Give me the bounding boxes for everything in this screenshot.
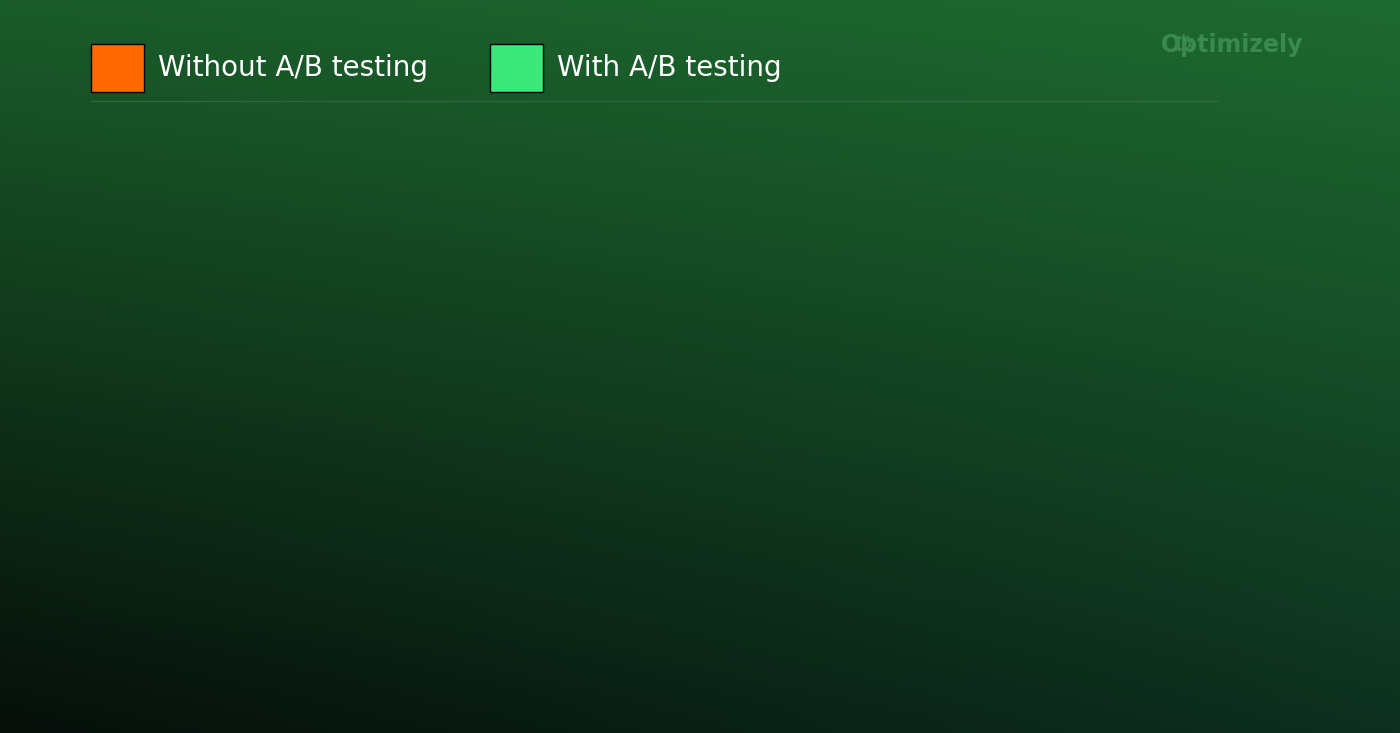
Text: ⚙: ⚙ (1172, 33, 1194, 57)
Text: Without A/B testing: Without A/B testing (158, 54, 428, 82)
Text: Optimizely: Optimizely (1161, 33, 1303, 57)
Text: 228%: 228% (1263, 295, 1400, 347)
Text: With A/B testing: With A/B testing (557, 54, 781, 82)
